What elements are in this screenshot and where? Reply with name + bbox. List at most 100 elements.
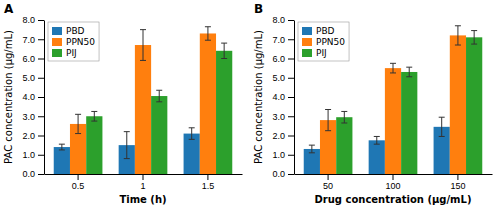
legend-label: PPN50: [66, 37, 95, 47]
error-bar: [205, 27, 211, 40]
series: [336, 31, 482, 174]
y-tick-mark: [288, 136, 294, 137]
x-tick-label: 1.5: [202, 181, 215, 191]
x-tick-label: 0.5: [72, 181, 85, 191]
y-tick: 6.0: [272, 54, 294, 64]
panel: B0.01.02.03.04.05.06.07.08.050100150Drug…: [253, 2, 493, 205]
series: [304, 117, 450, 174]
x-tick-label: 150: [450, 181, 465, 191]
x-tick-mark: [78, 174, 79, 180]
x-tick: 1: [140, 174, 145, 191]
y-tick-label: 1.0: [272, 150, 285, 160]
legend-frame: [48, 22, 99, 61]
y-tick-mark: [288, 97, 294, 98]
y-axis-line: [294, 21, 295, 175]
error-bar: [91, 111, 97, 121]
bar: [369, 140, 385, 174]
legend-swatch: [302, 49, 312, 57]
error-bar: [309, 145, 315, 153]
y-axis-title: PAC concentration (μg/mL): [3, 30, 14, 164]
x-tick-mark: [328, 174, 329, 180]
bar: [200, 33, 216, 174]
y-tick-label: 7.0: [22, 35, 35, 45]
x-tick-mark: [393, 174, 394, 180]
y-tick-mark: [38, 155, 44, 156]
y-tick: 4.0: [22, 92, 44, 102]
y-tick-mark: [288, 155, 294, 156]
plot-area: 0.01.02.03.04.05.06.07.08.050100150Drug …: [253, 15, 493, 205]
y-tick: 3.0: [272, 112, 294, 122]
y-tick-mark: [288, 174, 294, 175]
error-bar: [140, 30, 146, 61]
y-tick-mark: [38, 174, 44, 175]
y-tick: 0.0: [272, 169, 294, 179]
y-tick-label: 3.0: [272, 112, 285, 122]
y-tick-label: 8.0: [22, 15, 35, 25]
error-bar: [75, 114, 81, 133]
legend-label: PIJ: [316, 48, 327, 58]
legend-swatch: [52, 27, 62, 35]
y-tick: 6.0: [22, 54, 44, 64]
bar: [135, 45, 151, 174]
error-bar: [455, 26, 461, 45]
bar: [86, 116, 102, 174]
y-tick: 5.0: [22, 73, 44, 83]
x-tick: 50: [323, 174, 333, 191]
bar: [336, 117, 352, 174]
x-tick-label: 50: [323, 181, 333, 191]
bar: [54, 147, 70, 174]
y-tick-label: 7.0: [272, 35, 285, 45]
y-tick-label: 6.0: [22, 54, 35, 64]
panel-title: A: [4, 2, 14, 16]
figure: A 0.0 1.0 2.0 3.0 4.0 5.0 6.0 7.0 8.0 0.5 1 1.5 Time …: [0, 0, 500, 208]
x-axis: 0.5 1 1.5: [45, 174, 243, 191]
y-tick: 2.0: [272, 131, 294, 141]
y-tick: 8.0: [22, 15, 44, 25]
error-bar: [406, 67, 412, 77]
x-axis-title: Time (h): [119, 194, 166, 205]
legend-item: PBD: [302, 26, 335, 36]
y-tick-mark: [38, 20, 44, 21]
y-tick-label: 4.0: [22, 92, 35, 102]
legend-item: PIJ: [302, 48, 327, 58]
legend-label: PPN50: [316, 37, 345, 47]
y-tick: 3.0: [22, 112, 44, 122]
x-tick-label: 1: [140, 181, 145, 191]
legend-frame: [298, 22, 349, 61]
y-tick-mark: [38, 116, 44, 117]
panel-title: B: [254, 2, 263, 16]
y-tick-mark: [288, 116, 294, 117]
error-bar: [59, 144, 65, 150]
error-bar: [325, 110, 331, 131]
error-bar: [341, 111, 347, 123]
legend-item: PIJ: [52, 48, 77, 58]
x-tick-label: 100: [385, 181, 400, 191]
legend-swatch: [302, 27, 312, 35]
y-tick-mark: [288, 39, 294, 40]
y-tick: 4.0: [272, 92, 294, 102]
series: [86, 43, 232, 174]
y-axis-title: PAC concentration (μg/mL): [253, 30, 264, 164]
y-tick-label: 2.0: [22, 131, 35, 141]
panel: A0.01.02.03.04.05.06.07.08.00.511.5Time …: [3, 2, 243, 205]
y-tick-label: 4.0: [272, 92, 285, 102]
x-tick: 1.5: [202, 174, 215, 191]
y-axis: 0.01.02.03.04.05.06.07.08.0: [272, 15, 294, 179]
error-bar: [471, 31, 477, 44]
legend: PBDPPN50PIJ: [298, 22, 349, 61]
chart-container: A 0.0 1.0 2.0 3.0 4.0 5.0 6.0 7.0 8.0 0.5 1 1.5 Time …: [0, 0, 500, 208]
y-tick-mark: [288, 78, 294, 79]
y-tick-label: 2.0: [272, 131, 285, 141]
y-tick: 7.0: [22, 35, 44, 45]
legend-swatch: [52, 38, 62, 46]
y-axis-line: [44, 21, 45, 175]
y-tick: 8.0: [272, 15, 294, 25]
bar: [401, 72, 417, 174]
y-tick-label: 8.0: [272, 15, 285, 25]
x-axis: 50 100 150: [295, 174, 493, 191]
plot-area: 0.01.02.03.04.05.06.07.08.00.511.5Time (…: [3, 15, 243, 205]
y-tick-label: 0.0: [272, 169, 285, 179]
y-tick-label: 5.0: [22, 73, 35, 83]
y-tick-label: 0.0: [22, 169, 35, 179]
error-bar: [221, 43, 227, 58]
